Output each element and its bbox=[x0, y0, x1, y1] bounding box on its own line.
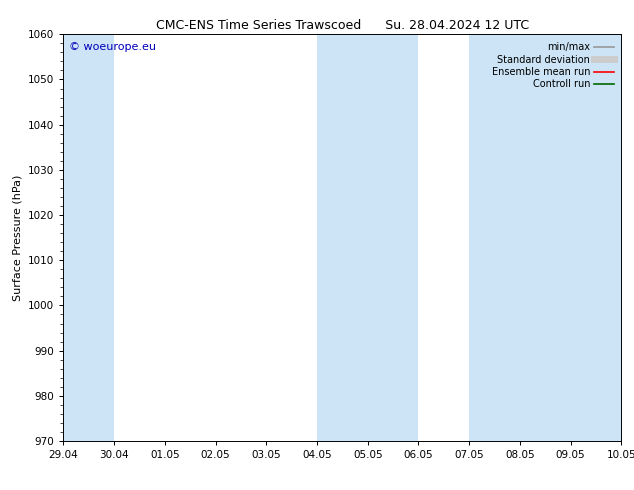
Y-axis label: Surface Pressure (hPa): Surface Pressure (hPa) bbox=[13, 174, 23, 301]
Bar bbox=[469, 34, 621, 441]
Title: CMC-ENS Time Series Trawscoed      Su. 28.04.2024 12 UTC: CMC-ENS Time Series Trawscoed Su. 28.04.… bbox=[156, 19, 529, 32]
Bar bbox=[63, 34, 114, 441]
Text: © woeurope.eu: © woeurope.eu bbox=[69, 43, 156, 52]
Bar bbox=[317, 34, 418, 441]
Legend: min/max, Standard deviation, Ensemble mean run, Controll run: min/max, Standard deviation, Ensemble me… bbox=[489, 39, 616, 92]
